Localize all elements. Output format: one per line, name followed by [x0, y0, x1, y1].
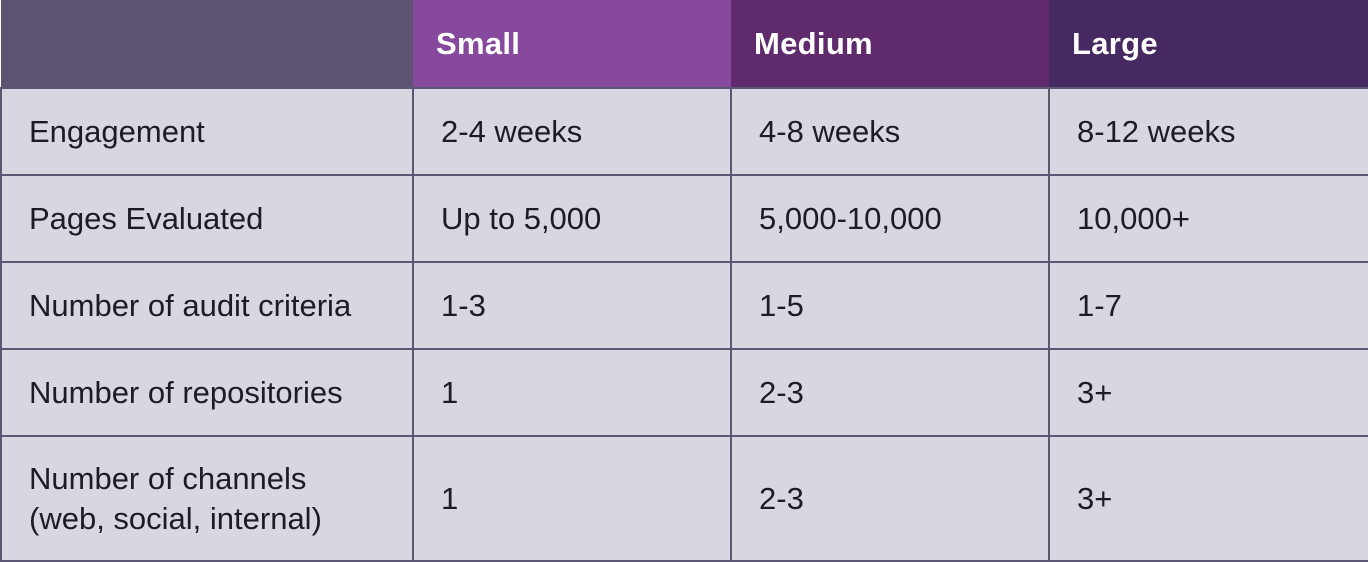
table-header: Small Medium Large — [1, 0, 1368, 88]
header-cell-large: Large — [1049, 0, 1368, 88]
cell-value: 1 — [412, 435, 732, 562]
row-label: Number of audit criteria — [0, 261, 414, 350]
cell-value: 2-3 — [730, 435, 1050, 562]
table-row-channels: Number of channels (web, social, interna… — [0, 435, 1368, 562]
cell-value: 1-7 — [1048, 261, 1368, 350]
table-body: Engagement 2-4 weeks 4-8 weeks 8-12 week… — [0, 87, 1368, 562]
cell-value: 4-8 weeks — [730, 87, 1050, 176]
cell-value: Up to 5,000 — [412, 174, 732, 263]
table-row-audit-criteria: Number of audit criteria 1-3 1-5 1-7 — [0, 261, 1368, 350]
header-cell-blank — [1, 0, 413, 88]
cell-value: 3+ — [1048, 435, 1368, 562]
table-row-engagement: Engagement 2-4 weeks 4-8 weeks 8-12 week… — [0, 87, 1368, 176]
cell-value: 1-3 — [412, 261, 732, 350]
table-row-pages-evaluated: Pages Evaluated Up to 5,000 5,000-10,000… — [0, 174, 1368, 263]
cell-value: 2-3 — [730, 348, 1050, 437]
cell-value: 2-4 weeks — [412, 87, 732, 176]
row-label: Pages Evaluated — [0, 174, 414, 263]
cell-value: 3+ — [1048, 348, 1368, 437]
header-row: Small Medium Large — [1, 0, 1368, 88]
header-cell-small: Small — [413, 0, 731, 88]
cell-value: 5,000-10,000 — [730, 174, 1050, 263]
row-label: Number of channels (web, social, interna… — [0, 435, 414, 562]
row-label: Number of repositories — [0, 348, 414, 437]
table-row-repositories: Number of repositories 1 2-3 3+ — [0, 348, 1368, 437]
header-cell-medium: Medium — [731, 0, 1049, 88]
cell-value: 10,000+ — [1048, 174, 1368, 263]
cell-value: 8-12 weeks — [1048, 87, 1368, 176]
cell-value: 1-5 — [730, 261, 1050, 350]
row-label: Engagement — [0, 87, 414, 176]
cell-value: 1 — [412, 348, 732, 437]
